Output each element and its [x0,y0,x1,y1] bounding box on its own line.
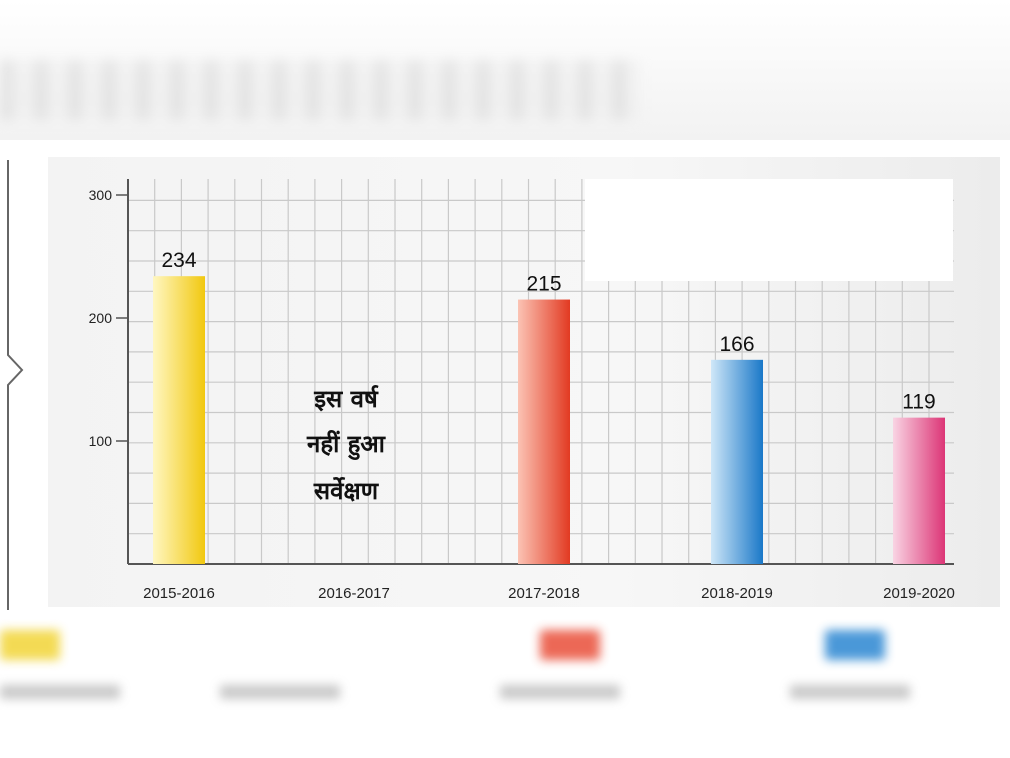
legend-blank-box [585,179,953,281]
bar-2017-2018 [518,299,570,564]
annotation-line-3: सर्वेक्षण [313,477,380,505]
x-label-2015-2016: 2015-2016 [143,585,215,602]
bars [153,276,945,564]
bar-2015-2016 [153,276,205,564]
y-axis-ticks: 100 200 300 [89,187,128,449]
x-label-2017-2018: 2017-2018 [508,585,580,602]
data-label-2018-2019: 166 [719,333,754,356]
x-label-2019-2020: 2019-2020 [883,585,955,602]
bar-2018-2019 [711,359,763,564]
y-tick-label: 100 [89,433,113,449]
bar-chart: 100 200 300 234 215 166 119 2015-2016 2016-201… [89,179,955,602]
bar-2019-2020 [893,417,945,564]
x-axis-labels: 2015-2016 2016-2017 2017-2018 2018-2019 2019… [143,585,955,602]
left-bracket [7,160,24,610]
y-tick-label: 300 [89,187,113,203]
data-label-2019-2020: 119 [902,391,935,414]
chart-panel: 100 200 300 234 215 166 119 2015-2016 2016-201… [48,157,1000,607]
y-tick-label: 200 [89,310,113,326]
x-label-2018-2019: 2018-2019 [701,585,773,602]
blurred-chart-continuation [0,610,1010,758]
blurred-header-strip [0,60,640,120]
annotation-line-1: इस वर्ष [313,385,379,413]
annotation-line-2: नहीं हुआ [306,430,386,461]
data-label-2017-2018: 215 [526,273,561,296]
data-label-2015-2016: 234 [161,249,196,272]
data-labels: 234 215 166 119 [161,249,935,413]
x-label-2016-2017: 2016-2017 [318,585,390,602]
